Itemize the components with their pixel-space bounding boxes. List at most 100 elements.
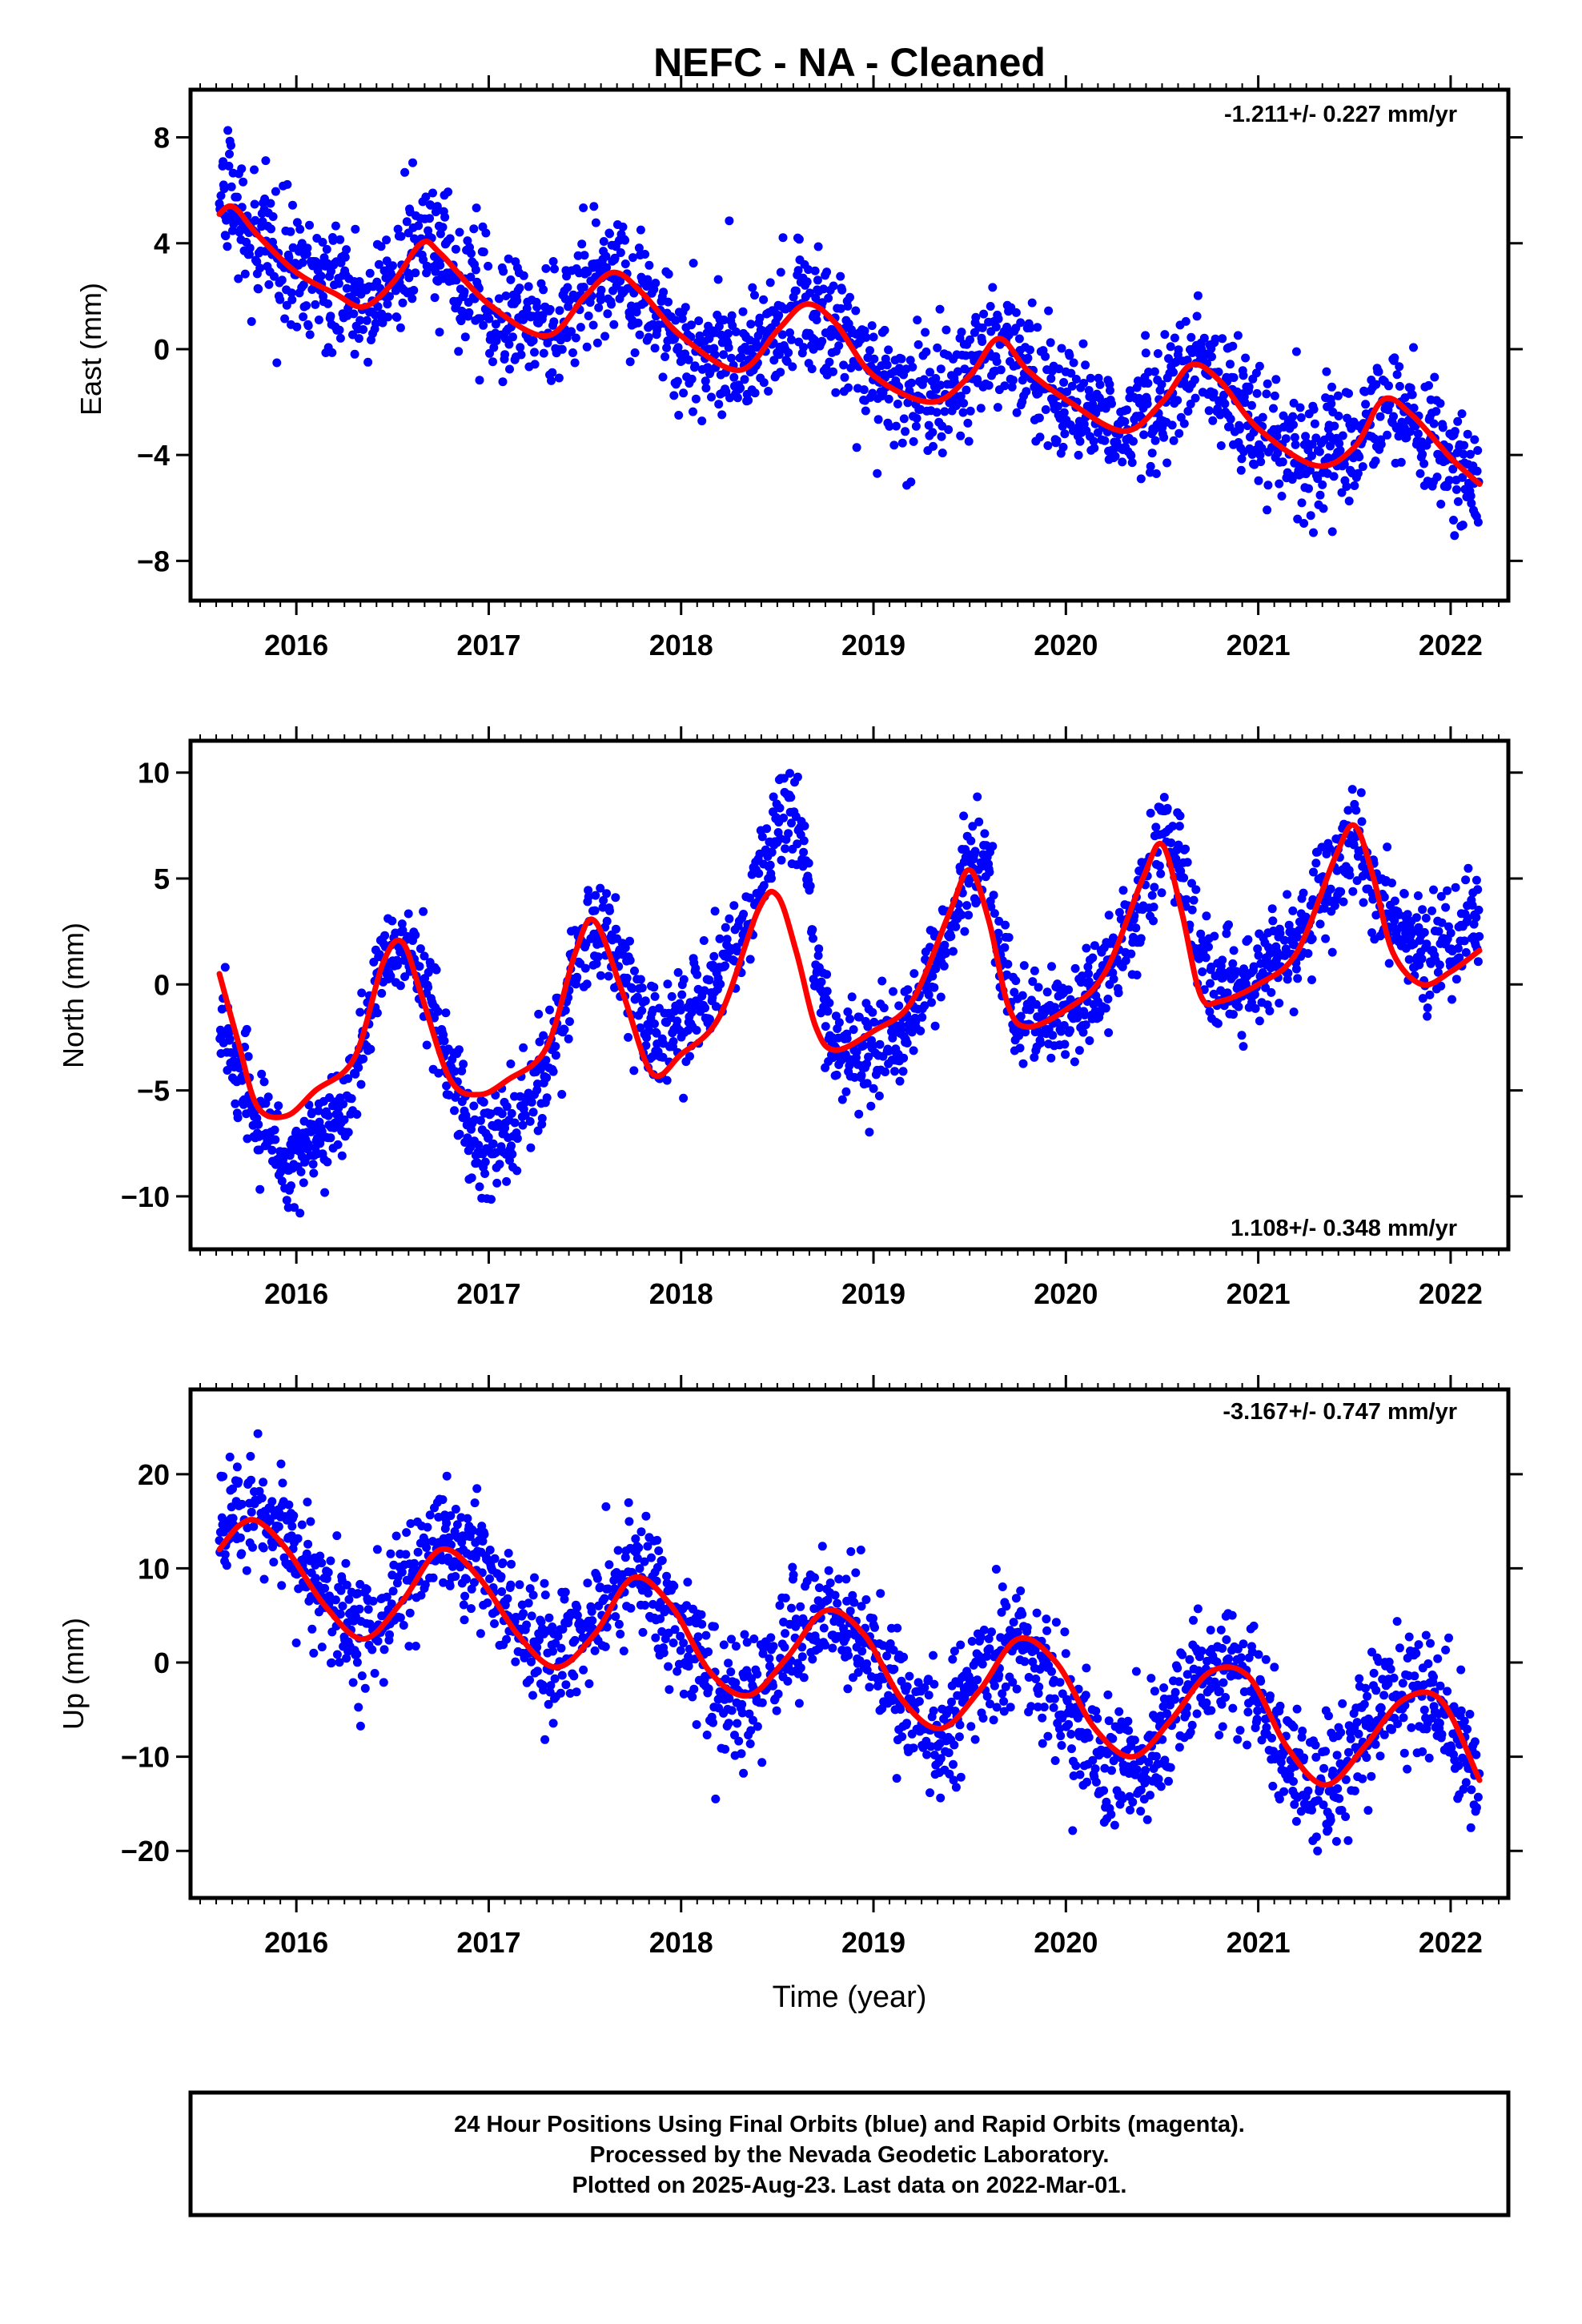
observation-point [383, 312, 393, 322]
observation-point [669, 1582, 679, 1590]
observation-point [545, 304, 555, 314]
observation-point [832, 1070, 841, 1080]
observation-point [868, 1007, 877, 1017]
observation-point [1443, 886, 1452, 895]
observation-point [908, 362, 917, 372]
observation-point [372, 1545, 382, 1554]
observation-point [295, 1208, 305, 1218]
observation-point [1384, 959, 1394, 968]
observation-point [799, 343, 809, 352]
observation-point [794, 235, 804, 244]
observation-point [1204, 942, 1213, 951]
x-tick-label: 2020 [1034, 629, 1098, 661]
observation-point [422, 268, 432, 278]
observation-point [1228, 959, 1238, 968]
observation-point [469, 224, 479, 234]
observation-point [989, 891, 998, 900]
observation-point [959, 399, 969, 408]
observation-point [865, 346, 874, 356]
observation-point [287, 1181, 295, 1191]
observation-point [865, 1128, 874, 1137]
observation-point [430, 293, 440, 303]
observation-point [737, 352, 746, 362]
observation-point [1301, 432, 1311, 441]
observation-point [1114, 988, 1123, 998]
observation-point [1326, 884, 1335, 894]
observation-point [1053, 401, 1062, 411]
observation-point [804, 858, 813, 868]
observation-point [1131, 923, 1141, 933]
observation-point [440, 212, 450, 222]
observation-point [1147, 448, 1157, 458]
observation-point [1277, 492, 1287, 501]
observation-point [454, 347, 464, 356]
observation-point [689, 259, 698, 268]
observation-point [673, 376, 682, 386]
observation-point [1211, 334, 1220, 344]
observation-point [1303, 949, 1313, 959]
observation-point [1406, 384, 1415, 392]
observation-point [466, 272, 476, 282]
observation-point [287, 1522, 297, 1531]
observation-point [1084, 386, 1094, 395]
observation-point [641, 1511, 651, 1521]
observation-point [1000, 943, 1010, 952]
y-tick-label: 0 [154, 333, 170, 366]
observation-point [1415, 468, 1425, 478]
observation-point [408, 158, 417, 167]
observation-point [1448, 464, 1458, 474]
observation-point [426, 200, 436, 210]
observation-point [687, 374, 697, 384]
observation-point [442, 1471, 452, 1481]
observation-point [1067, 381, 1077, 391]
observation-point [1435, 960, 1444, 970]
observation-point [673, 1016, 682, 1026]
observation-point [569, 1671, 579, 1681]
x-tick-label: 2021 [1227, 1277, 1291, 1310]
observation-point [1066, 1026, 1074, 1035]
observation-point [1033, 323, 1042, 332]
observation-point [497, 1587, 507, 1596]
observation-point [628, 253, 637, 263]
observation-point [701, 1630, 711, 1640]
observation-point [1309, 528, 1318, 537]
observation-point [775, 803, 785, 813]
observation-point [460, 332, 470, 342]
observation-point [851, 306, 861, 316]
observation-point [245, 243, 255, 253]
observation-point [275, 295, 285, 304]
observation-point [1162, 803, 1172, 813]
observation-point [926, 368, 934, 377]
observation-point [254, 1120, 263, 1129]
observation-point [976, 404, 986, 413]
observation-point [716, 979, 725, 989]
observation-point [512, 296, 522, 305]
observation-point [469, 1101, 479, 1111]
observation-point [677, 356, 687, 365]
observation-point [444, 187, 453, 197]
observation-point [422, 1543, 432, 1552]
observation-point [287, 295, 297, 304]
observation-point [940, 407, 950, 416]
observation-point [897, 354, 906, 364]
observation-point [1062, 387, 1072, 396]
observation-point [277, 1581, 287, 1590]
observation-point [460, 1591, 470, 1601]
observation-point [1418, 905, 1427, 915]
observation-point [1344, 497, 1354, 506]
observation-point [472, 1484, 482, 1494]
observation-point [396, 231, 406, 241]
observation-point [1191, 393, 1200, 403]
observation-point [475, 376, 484, 385]
observation-point [1374, 367, 1383, 376]
observation-point [1126, 451, 1136, 460]
observation-point [1190, 375, 1199, 384]
observation-point [717, 330, 726, 340]
observation-point [748, 283, 757, 292]
observation-point [282, 1196, 291, 1205]
observation-point [401, 1550, 411, 1559]
observation-point [933, 343, 942, 352]
observation-point [339, 1115, 349, 1124]
observation-point [379, 1645, 389, 1655]
observation-point [817, 336, 827, 346]
